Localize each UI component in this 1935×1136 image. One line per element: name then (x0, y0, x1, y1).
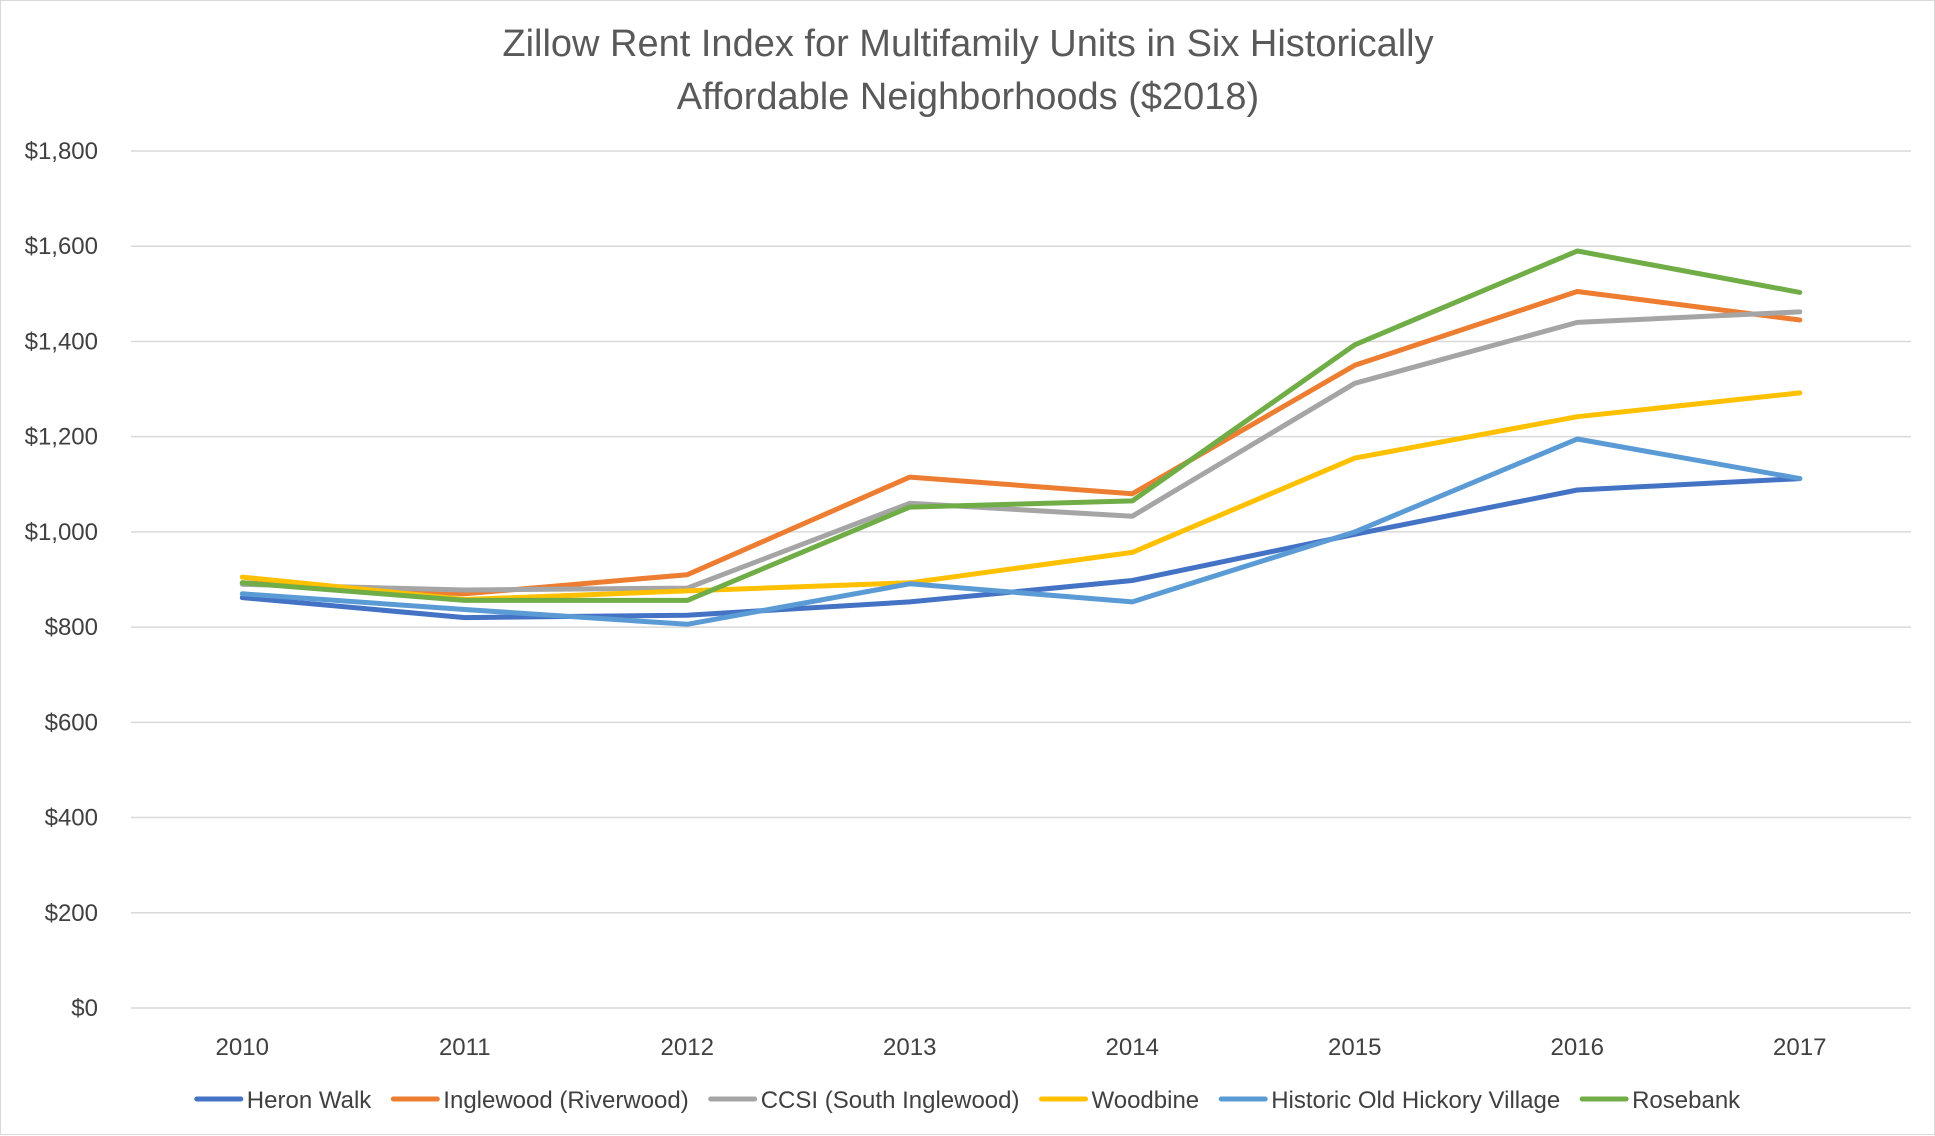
series-line-woodbine (239, 390, 1803, 602)
legend-label: Rosebank (1632, 1087, 1741, 1114)
y-axis-tick-labels: $0 $200 $400 $600 $800 $1,000 $1,200 $1,400 $1,6… (25, 138, 98, 1022)
x-tick-label: 2015 (1328, 1034, 1381, 1061)
legend-item-ccsi-south-inglewood: CCSI (South Inglewood) (708, 1087, 1020, 1114)
y-tick-label: $1,600 (25, 233, 98, 260)
x-tick-label: 2017 (1773, 1034, 1826, 1061)
chart-title-line-2: Affordable Neighborhoods ($2018) (677, 76, 1259, 118)
x-tick-label: 2012 (661, 1034, 714, 1061)
series-line-rosebank (239, 248, 1803, 603)
y-tick-label: $400 (45, 805, 98, 832)
y-tick-label: $0 (71, 995, 98, 1022)
x-tick-label: 2016 (1551, 1034, 1604, 1061)
y-tick-label: $1,400 (25, 328, 98, 355)
y-tick-label: $800 (45, 614, 98, 641)
y-tick-label: $1,800 (25, 138, 98, 165)
legend-item-historic-old-hickory-village: Historic Old Hickory Village (1218, 1087, 1560, 1114)
chart-legend: Heron Walk Inglewood (Riverwood) CCSI (Sou… (194, 1087, 1741, 1114)
y-tick-label: $200 (45, 900, 98, 927)
series-lines (239, 248, 1803, 627)
x-tick-label: 2014 (1106, 1034, 1159, 1061)
x-axis-tick-labels: 2010 2011 2012 2013 2014 2015 2016 2017 (216, 1034, 1827, 1061)
x-tick-label: 2010 (216, 1034, 269, 1061)
legend-label: Inglewood (Riverwood) (443, 1087, 688, 1114)
legend-item-rosebank: Rosebank (1579, 1087, 1741, 1114)
y-tick-label: $1,000 (25, 519, 98, 546)
x-tick-label: 2013 (883, 1034, 936, 1061)
legend-item-inglewood-riverwood: Inglewood (Riverwood) (390, 1087, 689, 1114)
series-line-historic-old-hickory-village (239, 436, 1803, 627)
legend-label: CCSI (South Inglewood) (761, 1087, 1020, 1114)
legend-label: Historic Old Hickory Village (1271, 1087, 1560, 1114)
y-tick-label: $600 (45, 709, 98, 736)
chart-title: Zillow Rent Index for Multifamily Units … (502, 23, 1433, 118)
series-line-ccsi-south-inglewood (239, 309, 1803, 593)
y-tick-label: $1,200 (25, 424, 98, 451)
legend-label: Heron Walk (247, 1087, 372, 1114)
legend-item-heron-walk: Heron Walk (194, 1087, 372, 1114)
chart-title-line-1: Zillow Rent Index for Multifamily Units … (502, 23, 1433, 65)
y-gridlines (131, 150, 1911, 1009)
legend-label: Woodbine (1092, 1087, 1200, 1114)
x-tick-label: 2011 (439, 1034, 491, 1061)
legend-item-woodbine: Woodbine (1039, 1087, 1200, 1114)
